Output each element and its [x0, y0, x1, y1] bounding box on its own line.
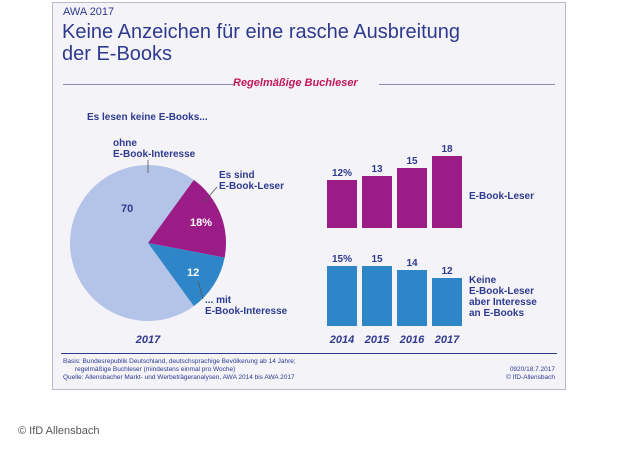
pie-label-no-interest-2: E-Book-Interesse	[113, 149, 196, 160]
pie-label-ebook-1: Es sind	[219, 170, 255, 181]
pie-year-label: 2017	[135, 334, 161, 346]
legend-interest-3: aber Interesse	[469, 297, 537, 308]
pie-label-interest-2: E-Book-Interesse	[205, 306, 288, 317]
footer-notes: Basis: Bundesrepublik Deutschland, deuts…	[63, 358, 296, 382]
footer-basis-2: regelmäßige Buchleser (mindestens einmal…	[75, 366, 236, 373]
chart-card: AWA 2017 Keine Anzeichen für eine rasche…	[52, 2, 566, 390]
footer-basis: Basis: Bundesrepublik Deutschland, deuts…	[63, 358, 296, 365]
pie-slice-no-interest	[69, 164, 194, 322]
pie-leader-ebook	[202, 186, 218, 204]
pie-label-no-interest-1: ohne	[113, 138, 137, 149]
footer-org: © IfD-Allensbach	[506, 374, 555, 381]
chart-title-line2: der E-Books	[62, 43, 173, 65]
bar-interest-label-2017: 12	[441, 266, 453, 277]
pie-label-ebook-2: E-Book-Leser	[219, 181, 284, 192]
x-tick-2017: 2017	[434, 334, 460, 346]
bar-interest-2017	[432, 278, 462, 326]
pie-slice-interest	[148, 243, 225, 307]
x-tick-2014: 2014	[329, 334, 354, 346]
footer-right: 0920/18.7.2017 © IfD-Allensbach	[506, 366, 555, 382]
pie-heading: Es lesen keine E-Books...	[87, 112, 208, 123]
pie-value-interest: 12	[187, 267, 199, 279]
source-tag: AWA 2017	[63, 6, 115, 18]
footer-source: Quelle: Allensbacher Markt- und Werbeträ…	[63, 374, 295, 381]
pie-label-interest-1: ... mit	[205, 295, 232, 306]
chart-title-line1: Keine Anzeichen für eine rasche Ausbreit…	[62, 21, 461, 43]
bar-interest-2016	[397, 270, 427, 326]
pie-value-no-interest: 70	[121, 203, 133, 215]
bar-ebook-label-2017: 18	[441, 144, 453, 155]
footer-rule	[61, 353, 557, 354]
footer-code: 0920/18.7.2017	[509, 366, 555, 373]
bar-interest-label-2015: 15	[371, 254, 383, 265]
bar-interest-2015	[362, 266, 392, 326]
bar-ebook-label-2016: 15	[406, 156, 418, 167]
bar-ebook-2016	[397, 168, 427, 228]
pie-leader-interest	[197, 280, 204, 300]
x-tick-2016: 2016	[399, 334, 425, 346]
legend-ebook: E-Book-Leser	[469, 191, 534, 202]
section-label: Regelmäßige Buchleser	[233, 77, 358, 89]
legend-interest-2: E-Book-Leser	[469, 286, 534, 297]
x-tick-2015: 2015	[364, 334, 390, 346]
pie-value-ebook: 18%	[190, 217, 212, 229]
divider-left	[63, 84, 233, 85]
legend-interest-1: Keine	[469, 275, 497, 286]
bar-interest-label-2014: 15%	[332, 254, 352, 265]
legend-interest-4: an E-Books	[469, 308, 524, 319]
bar-interest-label-2016: 14	[406, 258, 418, 269]
bar-ebook-2014	[327, 180, 357, 228]
copyright: © IfD Allensbach	[18, 425, 100, 437]
bar-interest-2014	[327, 266, 357, 326]
divider-right	[379, 84, 555, 85]
bar-ebook-2017	[432, 156, 462, 228]
chart-svg: Es lesen keine E-Books...7018%12ohneE-Bo…	[69, 112, 537, 346]
bar-ebook-2015	[362, 176, 392, 228]
bar-ebook-label-2014: 12%	[332, 168, 352, 179]
bar-ebook-label-2015: 13	[371, 164, 383, 175]
